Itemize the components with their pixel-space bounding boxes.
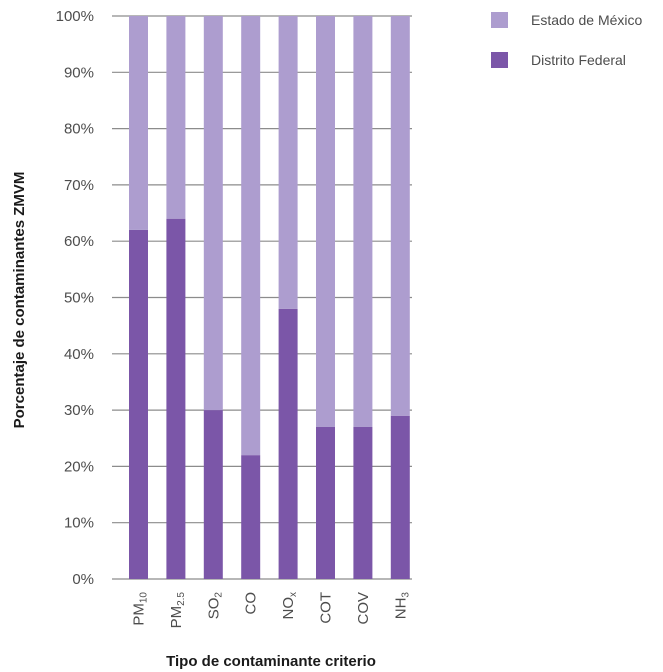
x-tick-label: PM2.5 [168,592,187,629]
bar-segment-distrito-federal [203,410,223,579]
legend: Estado de México Distrito Federal [491,12,642,68]
y-tick-label: 40% [64,346,94,363]
legend-label: Estado de México [531,12,642,28]
legend-swatch [491,12,508,28]
x-axis-ticks: PM10 PM2.5 SO2 CO NOx COT COV NH3 [131,592,412,629]
y-axis-title: Porcentaje de contaminantes ZMVM [11,172,28,429]
x-axis-title: Tipo de contaminante criterio [166,653,376,670]
bar-segment-estado-de-mexico [316,16,335,427]
bar-segment-distrito-federal [390,415,410,579]
x-tick-label: SO2 [205,592,224,620]
bar-segment-estado-de-mexico [203,16,223,411]
bar-segment-distrito-federal [278,308,298,579]
y-axis-ticks: 0% 10% 20% 30% 40% 50% 60% 70% 80% 90% 100% [56,8,94,588]
bar-segment-estado-de-mexico [129,16,148,230]
bars [129,16,410,579]
x-tick-label: NH3 [392,592,411,620]
legend-swatch [491,52,508,68]
y-tick-label: 10% [64,515,94,532]
bar-segment-estado-de-mexico [166,16,186,219]
bar-segment-distrito-federal [316,426,335,579]
x-tick-label: COV [355,592,372,625]
bar-segment-estado-de-mexico [390,16,410,416]
bar-segment-distrito-federal [241,455,261,579]
y-tick-label: 20% [64,458,94,475]
x-tick-label: PM10 [131,592,150,626]
y-tick-label: 60% [64,233,94,250]
y-tick-label: 70% [64,177,94,194]
y-tick-label: 100% [56,8,94,25]
bar-segment-estado-de-mexico [278,16,298,309]
bar-segment-estado-de-mexico [353,16,373,427]
x-tick-label: NOx [280,592,299,620]
y-tick-label: 30% [64,402,94,419]
y-tick-label: 80% [64,121,94,138]
y-tick-label: 0% [72,571,94,588]
y-tick-label: 50% [64,290,94,307]
bar-segment-distrito-federal [166,218,186,579]
bar-segment-estado-de-mexico [241,16,261,456]
x-tick-label: CO [243,592,260,615]
x-tick-label: COT [318,592,335,624]
legend-label: Distrito Federal [531,52,626,68]
y-tick-label: 90% [64,64,94,81]
bar-segment-distrito-federal [129,229,148,579]
bar-segment-distrito-federal [353,426,373,579]
